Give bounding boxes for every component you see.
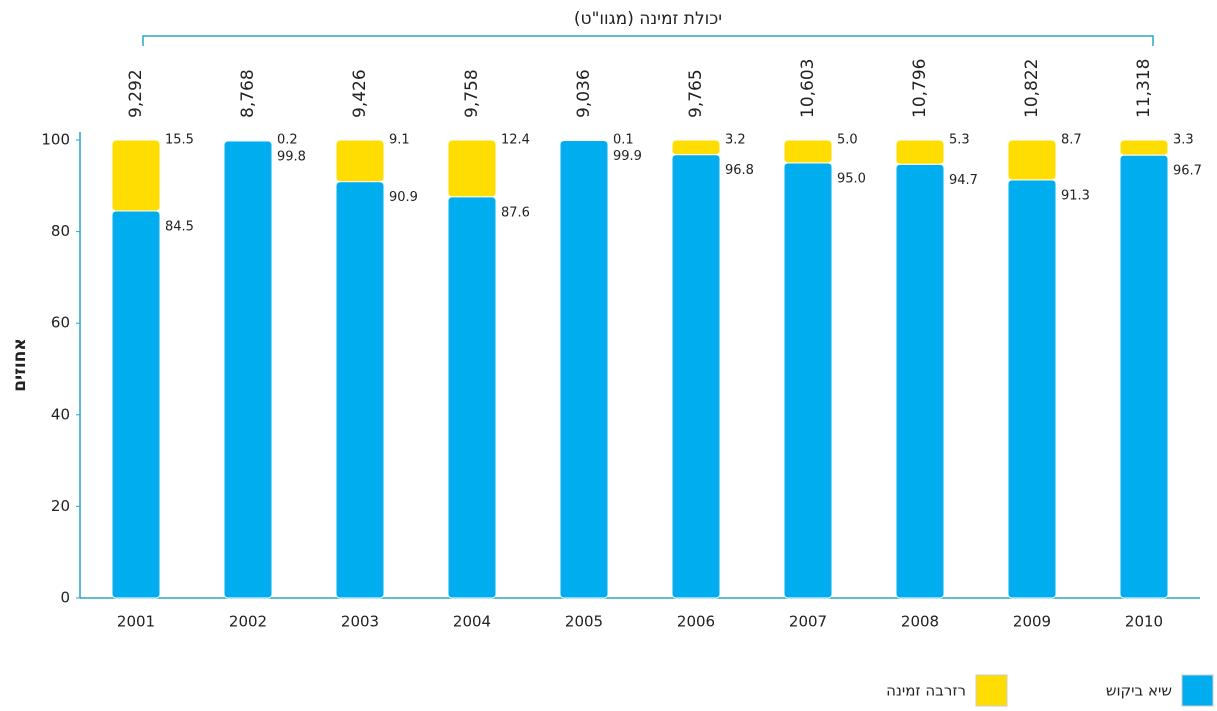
capacity-label: 10,822 [1022,59,1042,118]
bar-segment [559,139,609,599]
x-tick-label: 2002 [229,613,267,631]
capacity-label: 9,036 [574,69,594,118]
x-tick-label: 2006 [677,613,715,631]
capacity-title: יכולת זמינה (מגוו"ט) [574,9,722,29]
data-label: 90.9 [389,190,418,205]
data-label: 96.8 [725,163,754,178]
y-tick-label: 100 [41,131,70,149]
bar-segment [783,162,833,599]
x-tick-label: 2003 [341,613,379,631]
data-label: 96.7 [1173,164,1202,179]
x-tick-label: 2001 [117,613,155,631]
y-tick-label: 40 [51,405,70,423]
bar-segment [447,196,497,599]
bar-segment [335,181,385,599]
legend-swatch [1181,674,1214,707]
bar-segment [1119,154,1169,599]
capacity-label: 10,796 [910,59,930,118]
data-label: 3.3 [1173,133,1194,148]
y-axis-title: אחוזים [10,338,30,392]
capacity-label: 10,603 [798,59,818,118]
bar-segment [447,139,497,198]
bar-segment [895,139,945,165]
y-tick-label: 60 [51,314,70,332]
data-label: 5.0 [837,133,858,148]
y-tick-label: 0 [60,589,70,607]
y-tick-label: 80 [51,222,70,240]
bar-segment [111,210,161,599]
bar-segment [335,139,385,183]
data-label: 0.2 [277,133,298,148]
capacity-label: 8,768 [238,69,258,118]
data-label: 95.0 [837,171,866,186]
x-tick-label: 2005 [565,613,603,631]
data-label: 87.6 [501,205,530,220]
x-tick-label: 2004 [453,613,491,631]
capacity-label: 11,318 [1134,59,1154,118]
legend-label: רזרבה זמינה [886,682,966,700]
data-label: 9.1 [389,133,410,148]
data-label: 3.2 [725,133,746,148]
bar-segment [671,154,721,599]
legend-swatch [975,674,1008,707]
bar-segment [1007,139,1057,181]
x-tick-label: 2007 [789,613,827,631]
capacity-bracket [142,35,1154,46]
bar-segment [111,139,161,212]
x-tick-label: 2008 [901,613,939,631]
y-tick-label: 20 [51,497,70,515]
bar-segment [671,139,721,156]
legend-label: שיא ביקוש [1106,682,1172,700]
bar-segment [1119,139,1169,156]
bar-segment [895,163,945,599]
bar-segment [1007,179,1057,599]
capacity-label: 9,292 [126,69,146,118]
bar-segment [783,139,833,164]
data-label: 8.7 [1061,133,1082,148]
capacity-label: 9,765 [686,69,706,118]
capacity-label: 9,758 [462,69,482,118]
data-label: 84.5 [165,219,194,234]
data-label: 94.7 [949,173,978,188]
data-label: 15.5 [165,133,194,148]
data-label: 99.9 [613,149,642,164]
data-label: 99.8 [277,149,306,164]
x-tick-label: 2009 [1013,613,1051,631]
bar-segment [223,139,273,142]
data-label: 5.3 [949,133,970,148]
capacity-label: 9,426 [350,69,370,118]
data-label: 91.3 [1061,188,1090,203]
bar-segment [223,140,273,599]
data-label: 12.4 [501,133,530,148]
x-tick-label: 2010 [1125,613,1163,631]
data-label: 0.1 [613,133,634,148]
